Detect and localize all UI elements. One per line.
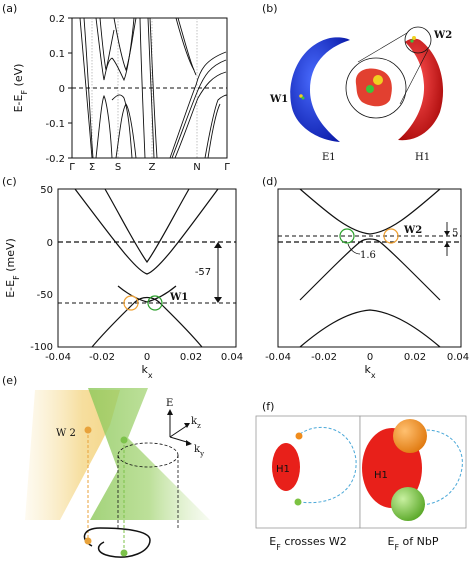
- label-h1: H1: [415, 152, 430, 163]
- panel-c-ytick: -100: [30, 342, 53, 353]
- panel-c-w1: W1: [169, 292, 188, 303]
- panel-d: (d) W2 1.6 5 -0.04 -0.02 0 0.02 0.04 kx: [262, 175, 469, 380]
- panel-d-xtick: -0.02: [311, 352, 337, 363]
- panel-c-xtick: 0: [144, 352, 150, 363]
- panel-d-label: (d): [262, 175, 278, 188]
- panel-c-green-node: [147, 295, 163, 311]
- panel-b-label: (b): [262, 2, 278, 15]
- panel-f: (f) H1 H1 EF crosses W2 EF of NbP: [255, 400, 467, 552]
- right-orange-ball: [393, 419, 427, 453]
- panel-f-left-box: [255, 415, 361, 529]
- panel-a-bands: [79, 17, 228, 159]
- kpoint-label: S: [115, 162, 121, 173]
- right-loop: [411, 429, 463, 506]
- weyl-point-w1: [299, 94, 303, 98]
- zoom-source-circle: [404, 26, 432, 54]
- panel-a-ytick: -0.1: [45, 119, 65, 130]
- kpoint-label: Z: [149, 162, 156, 173]
- panel-c-xtick: 0.04: [221, 352, 243, 363]
- zoom-pocket: [355, 68, 392, 107]
- left-caption: EF crosses W2: [269, 535, 346, 552]
- electron-pocket-shape: [290, 37, 350, 142]
- panel-c-yticks: 50 0 -50 -100: [30, 185, 53, 353]
- right-caption: EF of NbP: [387, 535, 438, 552]
- panel-c-ytick: 0: [47, 238, 53, 249]
- panel-d-xtick: 0: [367, 352, 373, 363]
- panel-c-xtick: -0.02: [89, 352, 115, 363]
- panel-c-xticks: -0.04 -0.02 0 0.02 0.04: [45, 352, 243, 363]
- weyl-point-w2: [412, 36, 416, 40]
- panel-c-ylabel: E-EF (meV): [4, 238, 21, 298]
- green-cone: [88, 388, 210, 520]
- green-node: [120, 436, 128, 444]
- kpoint-label: Γ: [69, 162, 75, 173]
- panel-a-ytick: 0: [59, 84, 65, 95]
- panel-d-arrow-label: 5: [452, 228, 458, 239]
- panel-c-xtick: -0.04: [45, 352, 71, 363]
- panel-d-frame: [277, 188, 462, 348]
- panel-a-kpoint-labels: Γ Σ S Z N Γ: [69, 162, 230, 173]
- yellow-cone: [25, 390, 120, 520]
- axis-kz-label: kz: [191, 416, 201, 430]
- left-h1-label: H1: [276, 464, 290, 475]
- zoom-yellow-node: [373, 75, 383, 85]
- axis-e-label: E: [166, 398, 173, 409]
- panel-a-ytick: -0.2: [45, 154, 65, 165]
- panel-d-xtick: -0.04: [265, 352, 291, 363]
- panel-d-xtick: 0.04: [447, 352, 469, 363]
- label-w2: W2: [433, 30, 452, 41]
- panel-d-xlabel: kx: [364, 363, 375, 380]
- left-loop: [299, 426, 357, 504]
- kpoint-label: N: [193, 162, 200, 173]
- left-h1-pocket: [272, 443, 300, 491]
- right-h1-label: H1: [374, 470, 388, 481]
- panel-d-gap-label: 1.6: [360, 250, 376, 261]
- hole-pocket-shape: [398, 38, 444, 141]
- panel-f-label: (f): [262, 400, 274, 413]
- panel-c-orange-node: [123, 295, 139, 311]
- panel-c-ytick: -50: [37, 290, 53, 301]
- panel-a-ytick: 0.1: [49, 49, 65, 60]
- panel-c-arrow-label: -57: [195, 267, 211, 278]
- kpoint-label: Γ: [224, 162, 230, 173]
- panel-a-ytick: 0.2: [49, 14, 65, 25]
- panel-c-xtick: 0.02: [180, 352, 202, 363]
- panel-c-ytick: 50: [40, 185, 53, 196]
- panel-d-bands: [299, 188, 441, 348]
- kpoint-label: Σ: [89, 162, 95, 173]
- panel-d-orange-node: [383, 228, 399, 244]
- panel-a: (a): [2, 2, 230, 173]
- panel-a-label: (a): [2, 2, 17, 15]
- panel-c-frame: [57, 188, 237, 348]
- panel-d-w2: W2: [403, 225, 422, 236]
- label-w1: W1: [269, 94, 288, 105]
- panel-c: (c) W1 -57 50 0 -50: [2, 175, 243, 380]
- axis-ky-label: ky: [194, 444, 204, 458]
- panel-c-label: (c): [2, 175, 17, 188]
- panel-a-yticks: 0.2 0.1 0 -0.1 -0.2: [45, 14, 72, 165]
- zoom-green-node: [366, 85, 374, 93]
- panel-a-ylabel: E-EF (eV): [12, 64, 29, 113]
- panel-c-xlabel: kx: [141, 363, 152, 380]
- right-green-ball: [391, 487, 425, 521]
- orange-node: [84, 426, 92, 434]
- panel-d-xtick: 0.02: [404, 352, 426, 363]
- panel-d-green-node: [339, 228, 355, 244]
- panel-e-w2: W 2: [56, 428, 76, 439]
- panel-e-label: (e): [2, 374, 17, 387]
- panel-e: (e) W 2 E kz ky: [2, 374, 210, 558]
- label-e1: E1: [322, 152, 336, 163]
- panel-b: (b) W2 W1 E1 H1: [262, 2, 452, 163]
- nodal-loop: [83, 527, 151, 558]
- panel-d-xticks: -0.04 -0.02 0 0.02 0.04: [265, 352, 469, 363]
- panel-c-bands: [74, 188, 219, 275]
